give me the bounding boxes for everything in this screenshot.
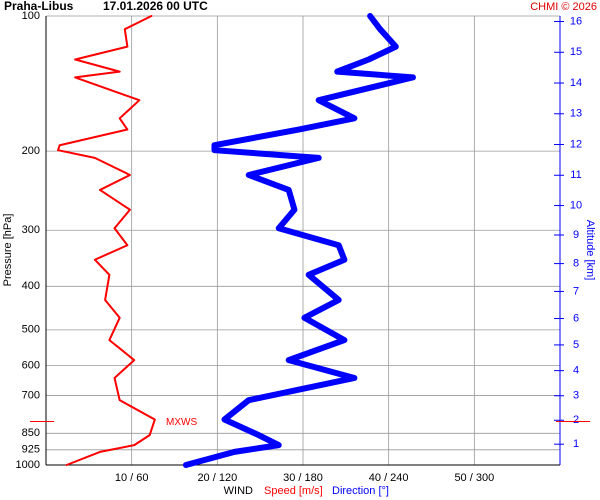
- chart-title: Praha-Libus: [4, 0, 74, 13]
- y2-tick-label: 5: [573, 339, 579, 351]
- y-tick-label: 925: [22, 444, 40, 456]
- y2-tick-label: 16: [570, 15, 582, 27]
- x-tick-label: 50 / 300: [454, 472, 494, 484]
- y2-axis-label: Altitude [km]: [584, 220, 596, 281]
- y-axis-label: Pressure [hPa]: [2, 214, 14, 287]
- y2-tick-label: 9: [573, 229, 579, 241]
- x-tick-label: 10 / 60: [115, 472, 149, 484]
- y2-tick-label: 15: [570, 46, 582, 58]
- y-tick-label: 100: [22, 10, 40, 22]
- series-line: [56, 15, 156, 466]
- credit: CHMI © 2026: [530, 1, 597, 13]
- y2-tick-label: 6: [573, 312, 579, 324]
- y2-tick-label: 10: [570, 199, 582, 211]
- y2-tick-label: 4: [573, 365, 579, 377]
- legend-speed: Speed [m/s]: [264, 485, 323, 497]
- y2-tick-label: 14: [570, 77, 582, 89]
- x-tick-label: 20 / 120: [197, 472, 237, 484]
- x-tick-label: 40 / 240: [369, 472, 409, 484]
- y2-tick-label: 2: [573, 414, 579, 426]
- y-tick-label: 400: [22, 280, 40, 292]
- max-wind-label: MXWS: [166, 417, 197, 428]
- legend-direction: Direction [°]: [332, 485, 389, 497]
- y-tick-label: 600: [22, 359, 40, 371]
- y2-tick-label: 7: [573, 285, 579, 297]
- y2-tick-label: 3: [573, 390, 579, 402]
- y-tick-label: 850: [22, 427, 40, 439]
- y2-tick-label: 11: [570, 169, 581, 181]
- chart-subtitle: 17.01.2026 00 UTC: [103, 0, 208, 13]
- series-line: [182, 13, 416, 468]
- y2-tick-label: 13: [570, 108, 582, 120]
- y-tick-label: 200: [22, 145, 40, 157]
- y2-tick-label: 12: [570, 138, 582, 150]
- x-tick-label: 30 / 180: [283, 472, 323, 484]
- y-tick-label: 300: [22, 224, 40, 236]
- y-tick-label: 700: [22, 389, 40, 401]
- y-tick-label: 500: [22, 324, 40, 336]
- y-tick-label: 1000: [16, 459, 40, 471]
- x-axis-label: WIND: [224, 485, 253, 497]
- y2-tick-label: 1: [573, 438, 579, 450]
- y2-tick-label: 8: [573, 258, 579, 270]
